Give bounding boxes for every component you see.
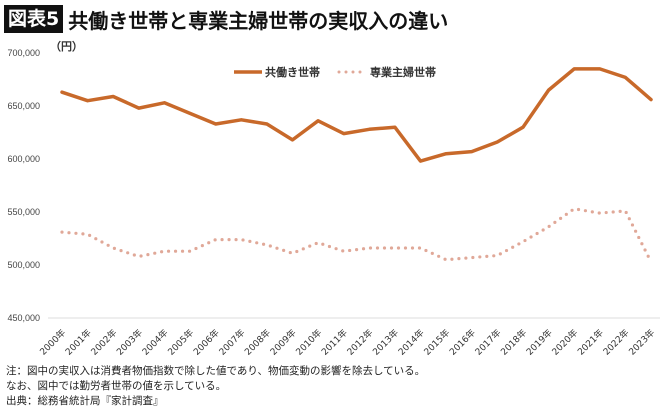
y-axis-unit: （円） — [50, 40, 83, 53]
legend-label-1: 共働き世帯 — [265, 65, 320, 79]
legend-label-2: 専業主婦世帯 — [370, 65, 436, 79]
x-tick-label: 2001年 — [63, 327, 94, 358]
y-tick-label: 650,000 — [7, 101, 40, 111]
x-tick-label: 2014年 — [396, 327, 427, 358]
x-tick-label: 2022年 — [600, 327, 631, 358]
source: 出典：総務省統計局『家計調査』 — [6, 395, 164, 407]
x-tick-label: 2017年 — [472, 327, 503, 358]
x-tick-label: 2005年 — [165, 327, 196, 358]
x-tick-label: 2012年 — [344, 327, 375, 358]
line-chart: 450,000 500,000 550,000 600,000 650,000 700,0… — [7, 40, 660, 358]
y-tick-label: 700,000 — [7, 48, 40, 58]
y-tick-label: 450,000 — [7, 313, 40, 323]
x-tick-label: 2011年 — [319, 327, 350, 358]
series-line-2 — [60, 207, 653, 264]
x-tick-label: 2007年 — [216, 327, 247, 358]
series-line-1 — [60, 67, 653, 163]
x-tick-label: 2018年 — [498, 327, 529, 358]
figure-badge: 図表5 — [4, 5, 64, 33]
x-tick-label: 2003年 — [114, 327, 145, 358]
x-tick-label: 2016年 — [447, 327, 478, 358]
x-tick-label: 2002年 — [88, 327, 119, 358]
x-tick-label: 2006年 — [191, 327, 222, 358]
note-1: 注：図中の実収入は消費者物価指数で除した値であり、物価変動の影響を除去している。 — [6, 365, 426, 377]
title-text: 共働き世帯と専業主婦世帯の実収入の違い — [68, 8, 449, 33]
x-tick-label: 2013年 — [370, 327, 401, 358]
y-tick-label: 600,000 — [7, 154, 40, 164]
x-tick-label: 2020年 — [549, 327, 580, 358]
x-tick-label: 2008年 — [242, 327, 273, 358]
x-tick-label: 2009年 — [268, 327, 299, 358]
chart-title: 図表5 共働き世帯と専業主婦世帯の実収入の違い — [4, 4, 448, 34]
y-tick-label: 550,000 — [7, 207, 40, 217]
notes: 注：図中の実収入は消費者物価指数で除した値であり、物価変動の影響を除去している。… — [6, 364, 425, 409]
note-2: なお、図中では勤労者世帯の値を示している。 — [6, 380, 227, 392]
y-tick-label: 500,000 — [7, 260, 40, 270]
x-tick-label: 2010年 — [293, 327, 324, 358]
x-tick-label: 2004年 — [140, 327, 171, 358]
x-tick-label: 2021年 — [575, 327, 606, 358]
x-tick-label: 2000年 — [37, 327, 68, 358]
x-tick-label: 2015年 — [421, 327, 452, 358]
x-tick-label: 2023年 — [626, 327, 657, 358]
x-tick-label: 2019年 — [524, 327, 555, 358]
